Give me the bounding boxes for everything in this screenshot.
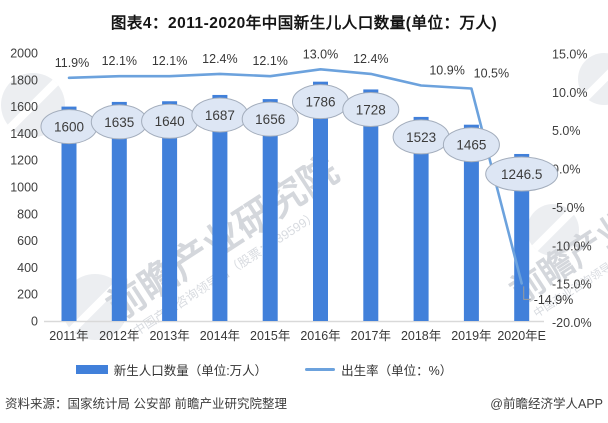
bar-value-bubble bbox=[342, 91, 400, 127]
watermark-logo-icon bbox=[578, 53, 608, 105]
source-note: 资料来源：国家统计局 公安部 前瞻产业研究院整理 bbox=[5, 396, 287, 411]
x-axis-label: 2018年 bbox=[401, 329, 441, 343]
rate-label: 10.9% bbox=[429, 63, 464, 77]
rate-label: 10.5% bbox=[474, 67, 509, 81]
x-axis-label: 2015年 bbox=[250, 329, 290, 343]
bar bbox=[162, 101, 178, 322]
bar bbox=[313, 81, 328, 322]
bar-value-label: 1786 bbox=[305, 95, 335, 110]
right-axis-tick: 15.0% bbox=[552, 48, 587, 62]
legend-bar-swatch bbox=[75, 364, 108, 374]
rate-label-leader bbox=[523, 286, 531, 300]
rate-label: -14.9% bbox=[534, 293, 574, 307]
chart-legend: 新生人口数量（单位:万人） 出生率（单位：%） bbox=[0, 360, 568, 378]
bar-value-label: 1640 bbox=[155, 114, 185, 129]
x-axis-label: 2017年 bbox=[351, 329, 391, 343]
watermark-slash bbox=[582, 57, 608, 101]
x-axis-label: 2014年 bbox=[200, 329, 240, 343]
left-axis-tick: 200 bbox=[17, 288, 38, 302]
bar-value-label: 1728 bbox=[356, 102, 386, 117]
right-axis-tick: -15.0% bbox=[552, 278, 592, 292]
rate-label: 12.4% bbox=[202, 52, 237, 66]
bar-value-bubble bbox=[241, 101, 299, 137]
bar-value-label: 1465 bbox=[456, 138, 486, 153]
bar-value-bubble bbox=[485, 156, 559, 192]
legend-label-population: 新生人口数量（单位:万人） bbox=[113, 363, 268, 378]
bar bbox=[61, 106, 77, 321]
watermark-slash bbox=[7, 79, 59, 131]
legend-line-swatch bbox=[305, 367, 336, 371]
bar-value-label: 1687 bbox=[205, 108, 235, 123]
bar-value-label: 1523 bbox=[406, 130, 436, 145]
bar bbox=[111, 101, 127, 321]
bar bbox=[363, 89, 379, 321]
bar-value-label: 1656 bbox=[255, 112, 285, 127]
bar-value-label: 1635 bbox=[104, 115, 134, 130]
rate-label: 13.0% bbox=[303, 47, 338, 61]
x-axis-label: 2019年 bbox=[451, 329, 491, 343]
bar-value-bubble bbox=[442, 127, 500, 163]
left-axis-tick: 1000 bbox=[10, 181, 38, 195]
birth-rate-line bbox=[67, 68, 524, 285]
rate-label: 12.1% bbox=[152, 54, 187, 68]
bar bbox=[413, 116, 429, 321]
legend-item-birthrate: 出生率（单位：%） bbox=[305, 360, 452, 379]
bar bbox=[463, 124, 479, 321]
rate-label: 12.1% bbox=[102, 54, 137, 68]
legend-label-birthrate: 出生率（单位：%） bbox=[341, 363, 453, 378]
right-axis-tick: -20.0% bbox=[552, 316, 592, 330]
rate-label: 11.9% bbox=[55, 56, 90, 70]
left-axis-tick: 1800 bbox=[10, 73, 38, 87]
left-axis-tick: 0 bbox=[31, 315, 38, 329]
legend-item-population: 新生人口数量（单位:万人） bbox=[75, 360, 268, 379]
bar bbox=[212, 94, 228, 321]
watermark-logo-icon bbox=[527, 204, 579, 256]
watermark-slash bbox=[531, 208, 575, 252]
left-axis-tick: 1600 bbox=[10, 100, 38, 114]
x-axis-label: 2011年 bbox=[49, 329, 88, 343]
left-axis-tick: 600 bbox=[17, 234, 38, 248]
x-axis-label: 2013年 bbox=[149, 329, 189, 343]
bar-value-label: 1600 bbox=[54, 120, 84, 135]
x-axis-label: 2020年E bbox=[497, 329, 546, 343]
bar bbox=[262, 99, 278, 321]
rate-label: 12.4% bbox=[353, 52, 388, 66]
left-axis-tick: 400 bbox=[17, 261, 38, 275]
left-axis-tick: 800 bbox=[17, 207, 38, 221]
left-axis-tick: 1200 bbox=[10, 154, 38, 168]
right-axis-tick: -10.0% bbox=[552, 239, 592, 253]
chart-title: 图表4：2011-2020年中国新生儿人口数量(单位：万人) bbox=[110, 15, 498, 32]
left-axis-tick: 2000 bbox=[10, 47, 38, 61]
watermark-logo-icon bbox=[62, 274, 128, 340]
right-axis-tick: 10.0% bbox=[552, 86, 587, 100]
bar-value-label: 1246.5 bbox=[501, 167, 542, 182]
x-axis-label: 2012年 bbox=[99, 329, 139, 343]
watermark-slash bbox=[68, 280, 122, 334]
x-axis-label: 2016年 bbox=[300, 329, 340, 343]
right-axis-tick: -5.0% bbox=[552, 201, 585, 215]
left-axis-tick: 1400 bbox=[10, 127, 38, 141]
rate-label: 12.1% bbox=[252, 54, 287, 68]
chart-footer: 资料来源：国家统计局 公安部 前瞻产业研究院整理 @前瞻经济学人APP bbox=[0, 392, 608, 412]
right-axis-tick: 5.0% bbox=[552, 124, 581, 138]
credit-note: @前瞻经济学人APP bbox=[490, 396, 603, 411]
bar bbox=[514, 153, 530, 321]
right-axis-tick: 0.0% bbox=[552, 163, 581, 177]
